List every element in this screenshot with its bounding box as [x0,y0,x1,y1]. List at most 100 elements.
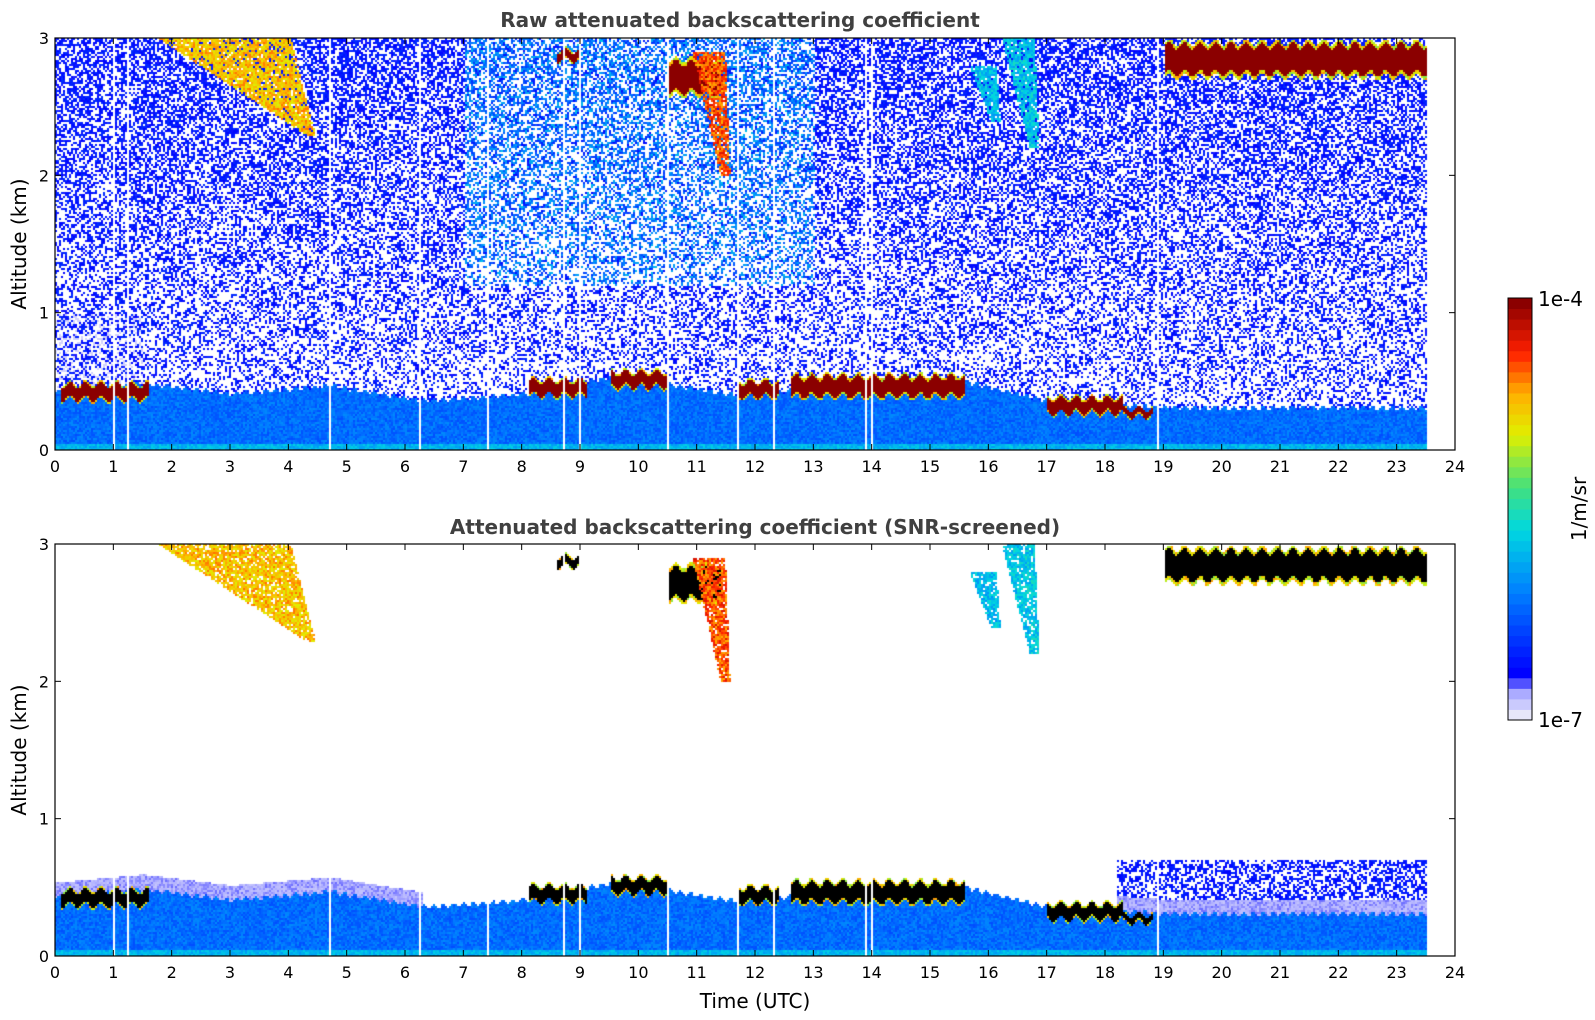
y-tick-label: 0 [39,441,49,460]
x-tick-label: 24 [1445,457,1465,476]
colorbar-step [1508,519,1532,531]
colorbar-step [1508,424,1532,436]
x-tick-label: 12 [745,963,765,982]
x-tick-label: 23 [1386,457,1406,476]
x-tick-label: 17 [1036,963,1056,982]
colorbar-step [1508,677,1532,689]
colorbar-step [1508,509,1532,521]
panel-screened: Attenuated backscattering coefficient (S… [7,515,1465,1013]
y-tick-label: 3 [39,535,49,554]
x-tick-label: 17 [1036,457,1056,476]
colorbar-step [1508,709,1532,721]
colorbar-step [1508,656,1532,668]
x-tick-label: 16 [978,963,998,982]
x-tick-label: 4 [283,963,293,982]
colorbar-step [1508,572,1532,584]
x-tick-label: 15 [920,457,940,476]
x-tick-label: 3 [225,963,235,982]
x-tick-label: 19 [1153,457,1173,476]
panel-screened-title: Attenuated backscattering coefficient (S… [450,515,1060,539]
x-tick-label: 0 [50,457,60,476]
x-tick-label: 22 [1328,963,1348,982]
x-tick-label: 14 [861,963,881,982]
colorbar-step [1508,445,1532,457]
y-tick-label: 3 [39,29,49,48]
panel-screened-axes: 0 1 2 3 4 5 6 7 8 9 10 11 12 13 14 15 16 17 18 19 20 21 22 23 24… [39,535,1465,982]
x-tick-label: 12 [745,457,765,476]
colorbar-step [1508,498,1532,510]
colorbar-step [1508,477,1532,489]
panel-raw-axes: 0 1 2 3 4 5 6 7 8 9 10 11 12 13 14 15 16 17 18 19 20 21 22 23 24… [39,29,1465,476]
colorbar-step [1508,688,1532,700]
colorbar-step [1508,308,1532,320]
y-tick-label: 2 [39,166,49,185]
x-tick-label: 3 [225,457,235,476]
x-tick-label: 19 [1153,963,1173,982]
colorbar-step [1508,361,1532,373]
colorbar-step [1508,625,1532,637]
x-tick-label: 2 [167,457,177,476]
colorbar-step [1508,487,1532,499]
y-tick-label: 1 [39,304,49,323]
x-tick-label: 1 [108,963,118,982]
colorbar-step [1508,456,1532,468]
colorbar-step [1508,329,1532,341]
x-tick-label: 0 [50,963,60,982]
panel-screened-ylabel: Altitude (km) [7,684,31,815]
x-tick-label: 9 [575,457,585,476]
colorbar-step [1508,340,1532,352]
colorbar: 1e-4 1e-7 1/m/sr [1507,287,1591,732]
panel-raw-plot-area [55,38,1455,450]
x-tick-label: 20 [1211,457,1231,476]
x-tick-label: 1 [108,457,118,476]
x-tick-label: 8 [517,963,527,982]
colorbar-max-label: 1e-4 [1538,287,1583,311]
panel-raw-title: Raw attenuated backscattering coefficien… [500,8,980,32]
x-tick-label: 21 [1270,457,1290,476]
colorbar-step [1508,298,1532,310]
colorbar-frame [1507,297,1533,721]
x-tick-label: 8 [517,457,527,476]
x-tick-label: 23 [1386,963,1406,982]
colorbar-step [1508,667,1532,679]
colorbar-step [1508,382,1532,394]
x-tick-label: 6 [400,457,410,476]
colorbar-step [1508,603,1532,615]
x-tick-label: 2 [167,963,177,982]
colorbar-step [1508,698,1532,710]
colorbar-step [1508,540,1532,552]
colorbar-min-label: 1e-7 [1538,708,1583,732]
x-tick-label: 7 [458,457,468,476]
colorbar-step [1508,646,1532,658]
x-tick-label: 10 [628,963,648,982]
y-tick-label: 2 [39,672,49,691]
colorbar-step [1508,561,1532,573]
x-tick-label: 11 [686,457,706,476]
colorbar-step [1508,635,1532,647]
x-tick-label: 9 [575,963,585,982]
colorbar-step [1508,403,1532,415]
x-tick-label: 18 [1095,457,1115,476]
colorbar-step [1508,319,1532,331]
colorbar-step [1508,466,1532,478]
x-tick-label: 13 [803,963,823,982]
panel-screened-plot-area [55,544,1455,956]
x-tick-label: 22 [1328,457,1348,476]
x-tick-label: 20 [1211,963,1231,982]
colorbar-step [1508,414,1532,426]
x-tick-label: 11 [686,963,706,982]
colorbar-step [1508,350,1532,362]
colorbar-step [1508,551,1532,563]
colorbar-step [1508,392,1532,404]
colorbar-step [1508,371,1532,383]
x-tick-label: 13 [803,457,823,476]
colorbar-step [1508,530,1532,542]
x-tick-label: 6 [400,963,410,982]
panel-screened-xlabel: Time (UTC) [699,989,811,1013]
x-tick-label: 5 [342,457,352,476]
x-tick-label: 24 [1445,963,1465,982]
x-tick-label: 10 [628,457,648,476]
colorbar-step [1508,593,1532,605]
panel-raw-ylabel: Altitude (km) [7,178,31,309]
x-tick-label: 16 [978,457,998,476]
